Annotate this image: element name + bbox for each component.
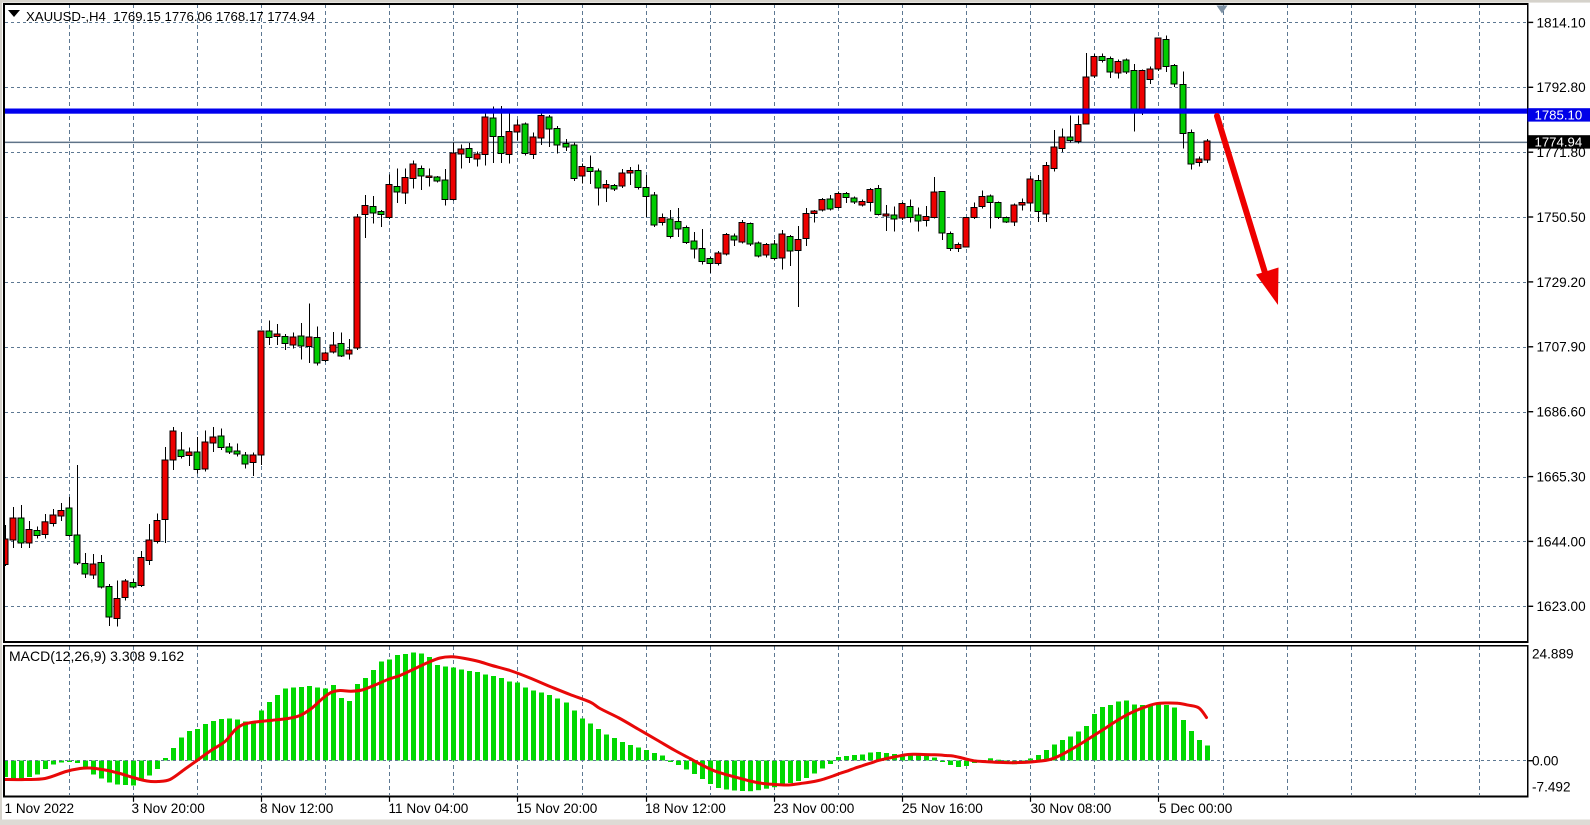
svg-text:1814.10: 1814.10 [1537,15,1587,30]
svg-text:24.889: 24.889 [1532,646,1574,661]
svg-text:1750.50: 1750.50 [1537,210,1587,225]
svg-text:15 Nov 20:00: 15 Nov 20:00 [517,801,598,816]
svg-text:-7.492: -7.492 [1532,779,1571,794]
svg-text:MACD(12,26,9) 3.308 9.162: MACD(12,26,9) 3.308 9.162 [9,648,184,664]
svg-text:11 Nov 04:00: 11 Nov 04:00 [389,801,469,816]
svg-text:30 Nov 08:00: 30 Nov 08:00 [1031,801,1112,816]
svg-text:18 Nov 12:00: 18 Nov 12:00 [645,801,726,816]
svg-text:8 Nov 12:00: 8 Nov 12:00 [260,801,334,816]
svg-text:1785.10: 1785.10 [1535,107,1583,122]
svg-text:0.00: 0.00 [1532,754,1559,769]
svg-text:1707.90: 1707.90 [1537,340,1587,355]
svg-text:23 Nov 00:00: 23 Nov 00:00 [774,801,855,816]
svg-text:1729.20: 1729.20 [1537,275,1587,290]
svg-text:1774.94: 1774.94 [1535,134,1583,149]
svg-text:1 Nov 2022: 1 Nov 2022 [5,801,75,816]
svg-text:1665.30: 1665.30 [1537,470,1587,485]
svg-text:1792.80: 1792.80 [1537,80,1587,95]
svg-text:1623.00: 1623.00 [1537,599,1587,614]
svg-text:3 Nov 20:00: 3 Nov 20:00 [132,801,206,816]
svg-text:5 Dec 00:00: 5 Dec 00:00 [1159,801,1233,816]
svg-text:XAUUSD-,H4 1769.15 1776.06 17: XAUUSD-,H4 1769.15 1776.06 1768.17 1774.… [26,9,315,24]
svg-text:1771.80: 1771.80 [1537,145,1587,160]
svg-text:1686.60: 1686.60 [1537,405,1587,420]
svg-text:1644.00: 1644.00 [1537,534,1587,549]
svg-text:25 Nov 16:00: 25 Nov 16:00 [902,801,983,816]
